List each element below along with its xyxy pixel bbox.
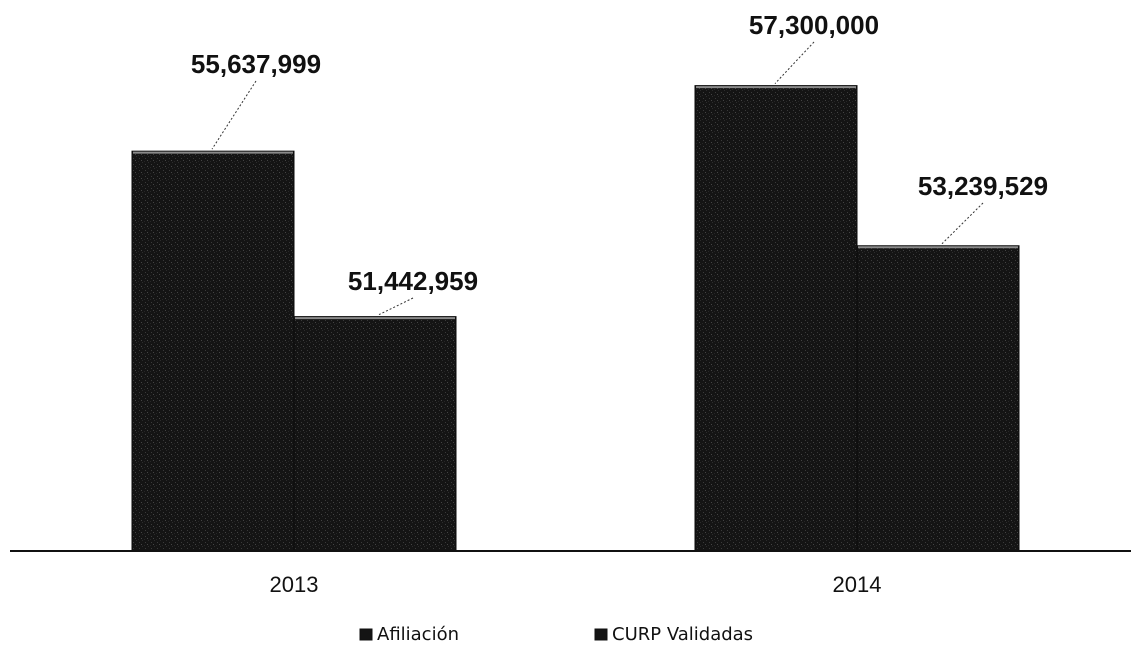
bar-curp-validadas-2014: [856, 245, 1020, 552]
legend-afiliacion: Afiliación: [359, 624, 459, 645]
data-label: 55,637,999: [191, 49, 321, 79]
bars-layer: [131, 85, 1020, 552]
legend-swatch: [359, 628, 373, 641]
x-tick-label-2014: 2014: [833, 572, 882, 597]
leader-line: [211, 80, 257, 150]
data-label: 57,300,000: [749, 10, 879, 40]
bar-curp-validadas-2013: [293, 316, 457, 552]
leader-line: [941, 202, 984, 245]
data-label: 53,239,529: [918, 171, 1048, 201]
legend-curp-validadas: CURP Validadas: [594, 624, 753, 645]
data-label: 51,442,959: [348, 266, 478, 296]
legend: Afiliación CURP Validadas: [359, 624, 753, 645]
legend-label: Afiliación: [377, 624, 459, 645]
legend-swatch: [594, 628, 608, 641]
leader-line: [378, 297, 414, 316]
bar-afiliacion-2013: [131, 150, 295, 552]
bar-afiliacion-2014: [694, 85, 858, 552]
x-axis-ticks: 2013 2014: [270, 572, 882, 597]
leader-line: [774, 41, 815, 84]
x-tick-label-2013: 2013: [270, 572, 319, 597]
legend-label: CURP Validadas: [612, 624, 753, 645]
data-labels: 55,637,999 57,300,000 51,442,959 53,239,529: [191, 10, 1048, 296]
leader-lines: [211, 41, 984, 316]
